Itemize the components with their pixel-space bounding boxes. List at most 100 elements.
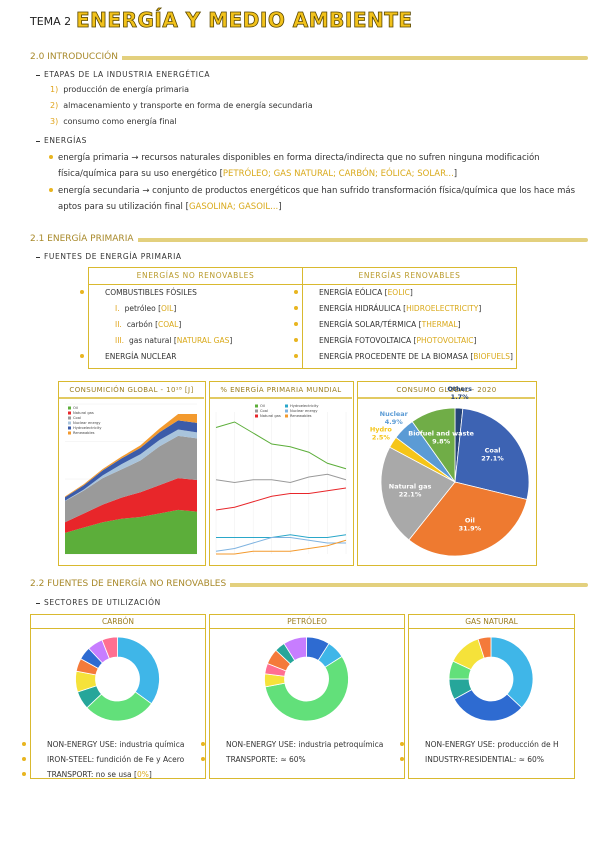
area-chart: CONSUMICIÓN GLOBAL - 10¹⁸ [J] OilNatural … <box>59 385 204 555</box>
donut-chart <box>264 636 349 722</box>
area <box>65 478 197 533</box>
text: gas natural [ <box>129 336 177 345</box>
note: 0% <box>136 770 149 779</box>
slice-value: 2.5% <box>372 434 391 442</box>
text: ] <box>173 304 177 313</box>
donut-chart <box>448 636 534 722</box>
line: IRON-STEEL: fundición de Fe y Acero <box>22 752 205 767</box>
slice-value: 1.7% <box>451 393 470 401</box>
legend-label: Oil <box>260 404 265 408</box>
table-column: ENERGÍAS NO RENOVABLES COMBUSTIBLES FÓSIL… <box>80 268 302 368</box>
slice-label: Natural gas <box>389 482 432 490</box>
note: OIL <box>161 304 174 313</box>
number: 3) <box>50 117 59 126</box>
section-heading: 2.1 ENERGÍA PRIMARIA <box>30 234 138 244</box>
slice-label: Hydro <box>370 426 393 434</box>
legend-swatch <box>285 414 288 418</box>
slice-value: 27.1% <box>481 455 504 463</box>
usage-box: PETRÓLEO NON-ENERGY USE: industria petroq… <box>201 614 405 779</box>
number: 2) <box>50 101 59 110</box>
pie-slice <box>411 407 456 484</box>
donut-segment <box>264 655 349 722</box>
text: ] <box>453 169 458 179</box>
text: TRANSPORT: no se usa [ <box>47 770 137 779</box>
box-title: PETRÓLEO <box>210 615 404 629</box>
subheading: FUENTES DE ENERGÍA PRIMARIA <box>36 252 182 261</box>
text: producción de energía primaria <box>63 85 190 94</box>
section-heading: 2.0 INTRODUCCIÓN <box>30 52 122 62</box>
note: NATURAL GAS <box>176 336 230 345</box>
box-title: CARBÓN <box>31 615 205 629</box>
table-header: ENERGÍAS RENOVABLES <box>303 268 516 285</box>
area <box>65 435 197 523</box>
legend-label: Nuclear energy <box>73 421 101 425</box>
divider <box>208 583 588 587</box>
usage-box: GAS NATURAL NON-ENERGY USE: producción de… <box>400 614 575 779</box>
note: THERMAL <box>421 320 458 329</box>
line <box>216 534 347 538</box>
number: III. <box>115 336 125 345</box>
text: NON-ENERGY USE: industria química <box>47 740 185 749</box>
line <box>215 487 347 511</box>
legend-label: Coal <box>73 416 81 420</box>
pie-slice <box>380 446 456 541</box>
line: ENERGÍA FOTOVOLTAICA [PHOTOVOLTAIC] <box>294 333 516 349</box>
slice-label: Biofuel and waste <box>408 429 474 437</box>
line: INDUSTRY-RESIDENTIAL: ≈ 60% <box>400 752 574 767</box>
legend-label: Natural gas <box>260 414 281 418</box>
text: TRANSPORTE: ≈ 60% <box>226 755 306 764</box>
slice-value: 31.9% <box>459 524 482 532</box>
line: ENERGÍA SOLAR/TÉRMICA [THERMAL] <box>294 317 516 333</box>
donut-segment <box>490 636 534 709</box>
line-chart: % ENERGÍA PRIMARIA MUNDIAL OilCoalNatural… <box>210 385 352 555</box>
legend-label: Oil <box>73 406 78 410</box>
line: I. petróleo [OIL] <box>89 301 302 317</box>
text: ] <box>510 352 513 361</box>
text: ] <box>473 336 477 345</box>
text: INDUSTRY-RESIDENTIAL: ≈ 60% <box>425 755 544 764</box>
line: NON-ENERGY USE: industria petroquímica <box>201 737 404 752</box>
note: EOLIC <box>387 288 410 297</box>
slice-label: Nuclear <box>380 410 409 418</box>
legend-swatch <box>68 421 71 425</box>
slice-value: 9.8% <box>432 437 451 445</box>
text: petróleo [ <box>124 304 162 313</box>
line: TRANSPORT: no se usa [0%] <box>22 767 205 782</box>
text: ENERGÍA PROCEDENTE DE LA BIOMASA [ <box>319 352 474 361</box>
donut-segment <box>117 636 160 705</box>
chart-box: CONSUMICIÓN GLOBAL - 10¹⁸ [J] Oil Natural … <box>58 381 206 566</box>
text: ] <box>457 320 461 329</box>
legend-swatch <box>68 411 71 415</box>
box-title: GAS NATURAL <box>409 615 574 629</box>
pie-slice <box>408 481 528 557</box>
legend-swatch <box>255 409 258 413</box>
slice-value: 4.9% <box>385 418 404 426</box>
subheading: ETAPAS DE LA INDUSTRIA ENERGÉTICA <box>35 70 211 79</box>
line: NON-ENERGY USE: industria química <box>22 737 205 752</box>
line: 1) producción de energía primaria <box>50 85 313 101</box>
usage-box: CARBÓN NON-ENERGY USE: industria química I… <box>22 614 206 782</box>
slice-label: Coal <box>485 447 501 455</box>
legend-swatch <box>255 404 258 408</box>
text: NON-ENERGY USE: industria petroquímica <box>226 740 384 749</box>
legend-swatch <box>68 416 71 420</box>
area <box>65 509 197 554</box>
text: almacenamiento y transporte en forma de … <box>63 101 313 110</box>
line: ENERGÍA HIDRÁULICA [HIDROELECTRICITY] <box>294 301 516 317</box>
chart-title: % ENERGÍA PRIMARIA MUNDIAL <box>220 385 341 394</box>
line: II. carbón [COAL] <box>89 317 302 333</box>
chart-box: % ENERGÍA PRIMARIA MUNDIAL Oil Coal Natural… <box>209 381 354 566</box>
donut-segment <box>283 636 307 661</box>
legend-label: Coal <box>260 409 268 413</box>
legend-label: Nuclear energy <box>290 409 318 413</box>
line: 2) almacenamiento y transporte en forma d… <box>50 101 313 117</box>
divider <box>126 238 588 242</box>
legend-label: Renewables <box>290 414 312 418</box>
subheading: SECTORES DE UTILIZACIÓN <box>36 598 161 607</box>
legend-swatch <box>68 406 71 410</box>
number: I. <box>115 304 120 313</box>
area <box>65 420 197 501</box>
chart-title: CONSUMICIÓN GLOBAL - 10¹⁸ [J] <box>69 385 193 394</box>
text: ] <box>478 304 482 313</box>
